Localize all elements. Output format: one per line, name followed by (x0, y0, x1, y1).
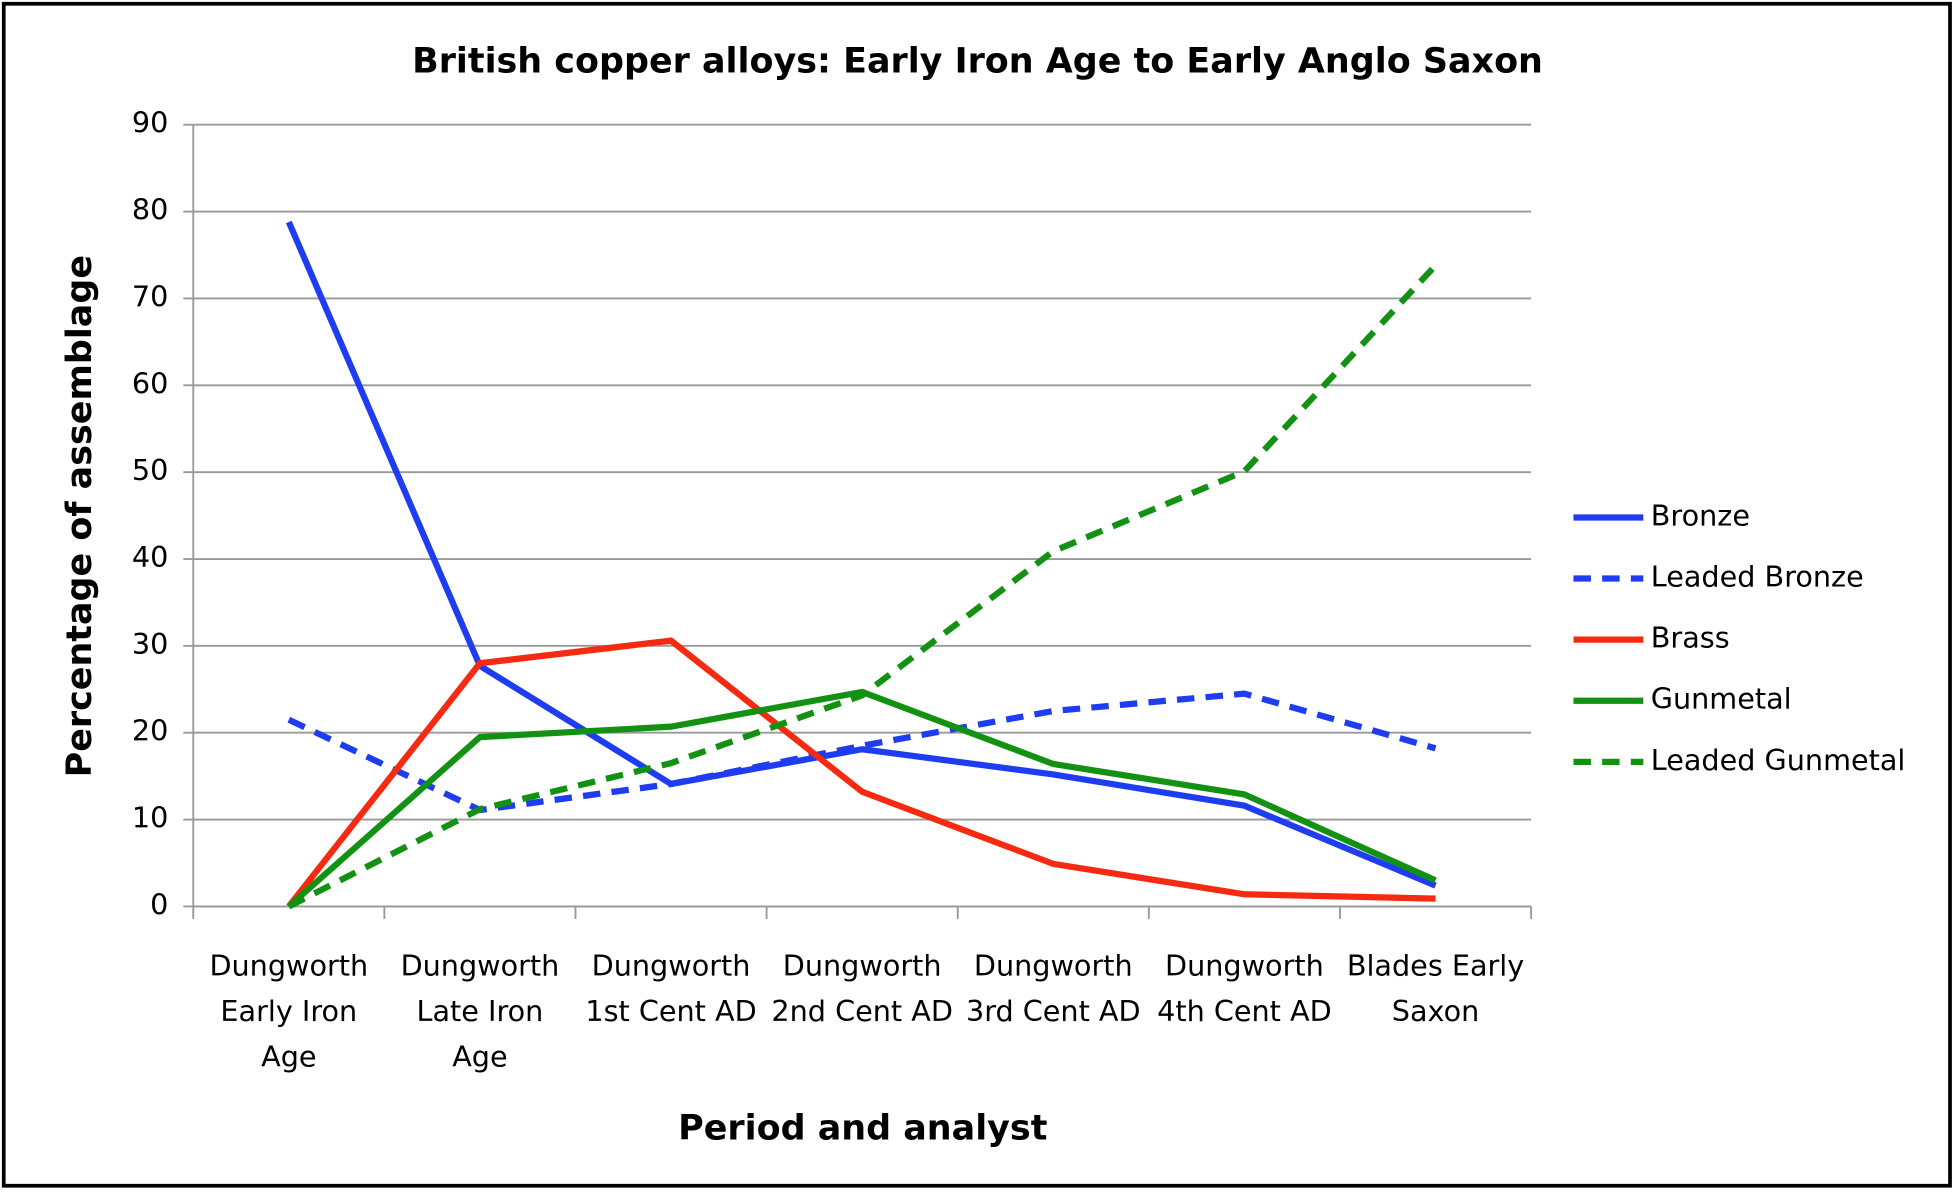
y-tick-label: 10 (132, 801, 168, 835)
x-tick-label: Dungworth 2nd Cent AD (771, 949, 953, 1029)
y-tick-label: 60 (132, 366, 168, 400)
x-tick-label: Dungworth 4th Cent AD (1157, 949, 1332, 1029)
series-line (286, 637, 1436, 909)
y-tick-label: 20 (132, 714, 168, 748)
y-tick-label: 50 (132, 453, 168, 487)
series-line (287, 263, 1438, 910)
x-tick-label: Blades Early Saxon (1347, 949, 1524, 1029)
chart-title: British copper alloys: Early Iron Age to… (412, 41, 1543, 81)
y-tick-label: 40 (132, 540, 168, 574)
x-tick-label: Dungworth Late Iron Age (401, 949, 560, 1074)
legend-label: Leaded Bronze (1651, 560, 1864, 594)
x-tick-label: Dungworth 3rd Cent AD (966, 949, 1141, 1029)
y-tick-label: 30 (132, 627, 168, 661)
y-tick-label: 70 (132, 279, 168, 313)
legend-label: Bronze (1651, 498, 1750, 532)
legend-label: Brass (1651, 621, 1730, 655)
legend-label: Leaded Gunmetal (1651, 743, 1906, 777)
x-tick-label: Dungworth Early Iron Age (209, 949, 368, 1074)
x-tick-label: Dungworth 1st Cent AD (585, 949, 756, 1029)
x-axis-label: Period and analyst (678, 1109, 1047, 1149)
y-tick-label: 80 (132, 193, 168, 227)
y-axis-label: Percentage of assemblage (60, 255, 100, 777)
y-tick-label: 0 (150, 887, 168, 921)
y-tick-label: 90 (132, 106, 168, 140)
legend-label: Gunmetal (1651, 682, 1792, 716)
